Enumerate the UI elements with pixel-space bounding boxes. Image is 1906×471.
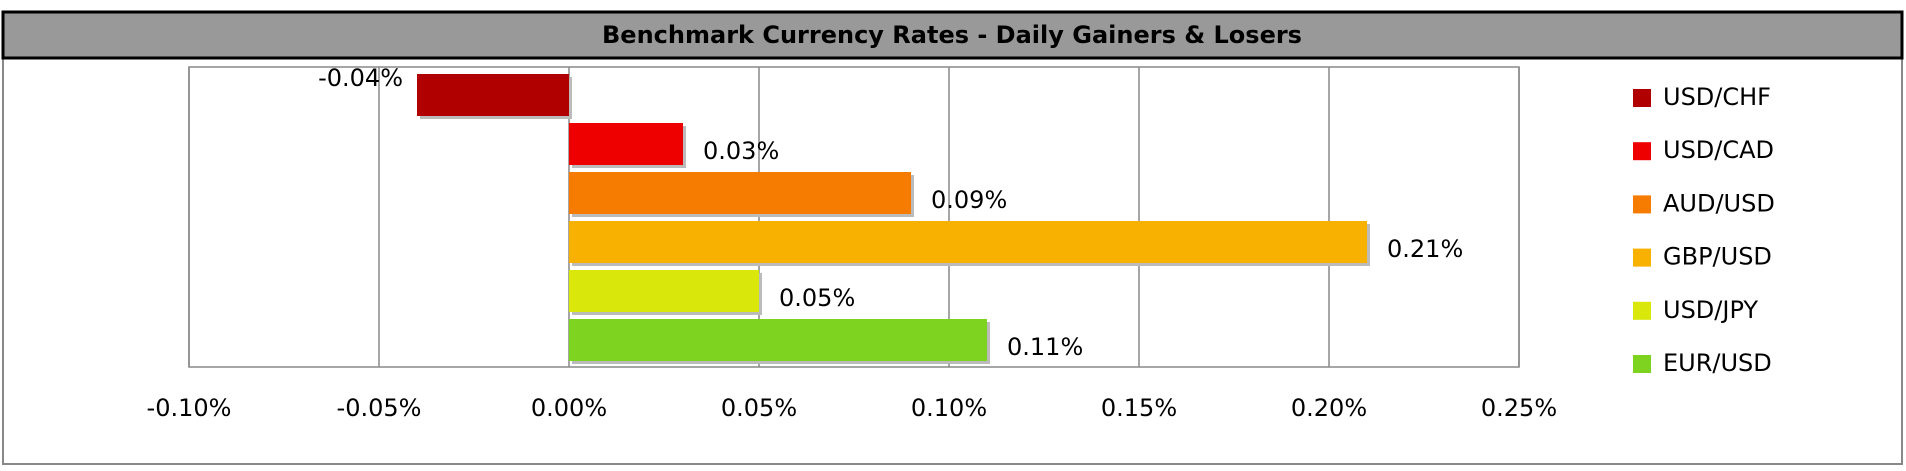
- bar: [569, 123, 683, 165]
- bar: [569, 270, 759, 312]
- x-tick-label: 0.00%: [531, 394, 607, 422]
- x-tick-label: 0.15%: [1101, 394, 1177, 422]
- bar: [569, 221, 1367, 263]
- legend-swatch: [1633, 142, 1651, 161]
- legend-label: USD/CAD: [1663, 136, 1774, 164]
- bar: [569, 172, 911, 214]
- x-tick-label: 0.10%: [911, 394, 987, 422]
- data-label: 0.11%: [1007, 333, 1083, 361]
- title-bar: [1, 10, 1904, 60]
- data-label: -0.04%: [318, 64, 403, 92]
- data-label: 0.03%: [703, 137, 779, 165]
- x-tick-label: 0.25%: [1481, 394, 1557, 422]
- legend-label: AUD/USD: [1663, 189, 1775, 217]
- data-label: 0.05%: [779, 284, 855, 312]
- x-tick-label: 0.20%: [1291, 394, 1367, 422]
- legend-label: EUR/USD: [1663, 349, 1772, 377]
- bar: [417, 74, 569, 116]
- legend-label: USD/JPY: [1663, 296, 1758, 324]
- chart-title: Benchmark Currency Rates - Daily Gainers…: [602, 21, 1302, 49]
- data-label: 0.09%: [931, 186, 1007, 214]
- legend-swatch: [1633, 248, 1651, 267]
- x-tick-label: -0.05%: [337, 394, 422, 422]
- legend-label: USD/CHF: [1663, 83, 1771, 111]
- bar: [569, 319, 987, 361]
- legend-swatch: [1633, 89, 1651, 107]
- legend-swatch: [1633, 195, 1651, 214]
- legend-label: GBP/USD: [1663, 243, 1772, 271]
- x-tick-label: 0.05%: [721, 394, 797, 422]
- x-tick-label: -0.10%: [147, 394, 232, 422]
- data-label: 0.21%: [1387, 235, 1463, 263]
- legend-swatch: [1633, 355, 1651, 373]
- legend-swatch: [1633, 301, 1651, 320]
